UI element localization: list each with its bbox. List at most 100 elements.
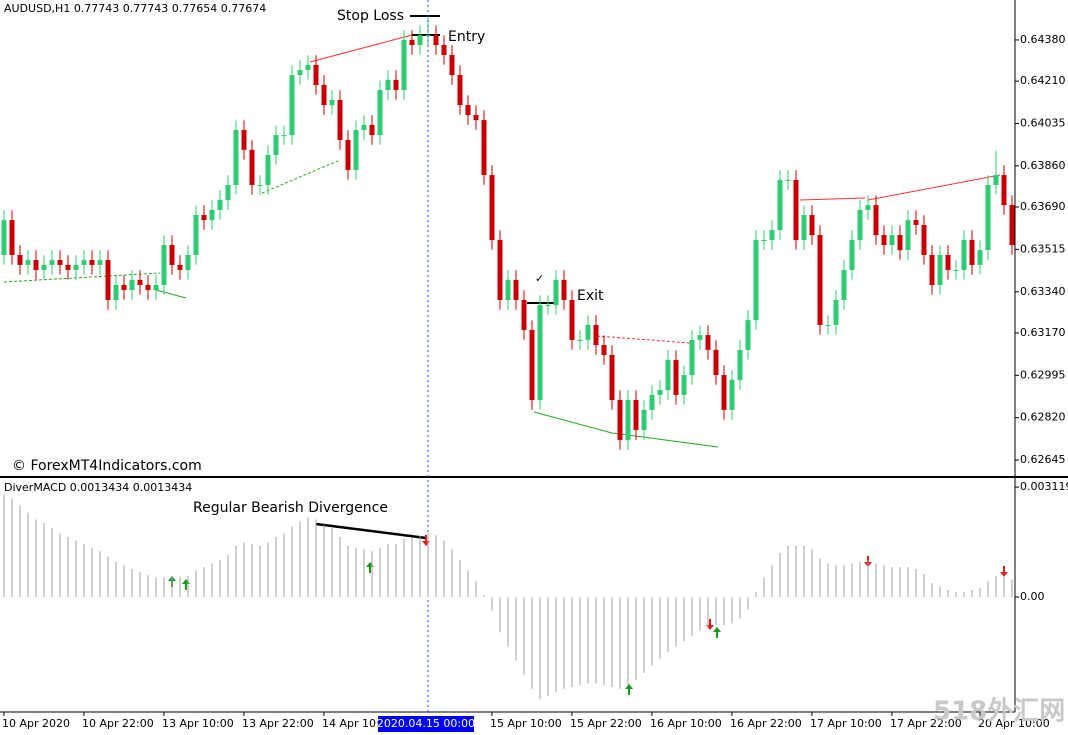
candle-body	[737, 349, 743, 380]
y-tick-label: 0.63170	[1020, 326, 1066, 339]
candle-body	[817, 235, 823, 325]
y-tick-label: 0.64210	[1020, 74, 1066, 87]
y-tick-label: 0.63860	[1020, 159, 1066, 172]
candle-body	[825, 324, 831, 326]
candle-body	[473, 115, 479, 121]
y-tick-label: 0.62820	[1020, 411, 1066, 424]
candle-body	[729, 379, 735, 410]
candle-body	[961, 239, 967, 270]
annotation: Stop Loss	[337, 8, 404, 24]
candle-body	[329, 100, 335, 106]
candle-body	[153, 284, 159, 291]
y-tick-label: 0.62645	[1020, 453, 1066, 466]
candle-body	[513, 279, 519, 301]
candle-body	[569, 300, 575, 340]
y-tick-label: 0.63515	[1020, 242, 1066, 255]
candle-body	[241, 130, 247, 150]
chart-title: AUDUSD,H1 0.77743 0.77743 0.77654 0.7767…	[4, 2, 266, 15]
candle-body	[809, 215, 815, 236]
candle-body	[985, 184, 991, 251]
candle-body	[385, 79, 391, 91]
candle-body	[745, 320, 751, 350]
candle-body	[545, 305, 551, 307]
candle-body	[537, 305, 543, 401]
candle-body	[353, 130, 359, 170]
candle-body	[97, 260, 103, 265]
candle-body	[713, 349, 719, 376]
candle-body	[905, 220, 911, 251]
bearish-divergence-line	[309, 34, 413, 63]
cursor-label-box	[378, 716, 474, 732]
candle-body	[593, 324, 599, 346]
candle-body	[297, 69, 303, 76]
macd-divergence-line	[315, 522, 427, 540]
y-tick-label: 0.64035	[1020, 116, 1066, 129]
candle-body	[409, 39, 415, 46]
y-tick-label: 0.63340	[1020, 285, 1066, 298]
x-tick-label: 17 Apr 22:00	[890, 717, 962, 730]
x-tick-label: 16 Apr 10:00	[650, 717, 722, 730]
x-tick-label: 16 Apr 22:00	[730, 717, 802, 730]
candle-body	[465, 105, 471, 116]
candle-body	[897, 235, 903, 251]
candle-body	[49, 260, 55, 265]
candle-body	[441, 45, 447, 55]
candle-body	[697, 335, 703, 340]
candle-body	[201, 215, 207, 221]
hidden-divergence-line	[596, 335, 691, 344]
candle-body	[33, 260, 39, 270]
candle-body	[225, 184, 231, 201]
bearish-divergence-line	[867, 174, 1001, 201]
candle-body	[105, 260, 111, 301]
candle-body	[753, 239, 759, 321]
candle-body	[865, 205, 871, 210]
candle-body	[665, 360, 671, 391]
candle-body	[185, 254, 191, 270]
x-tick-label: 2020.04.15 00:00	[377, 717, 475, 730]
candle-body	[129, 279, 135, 291]
annotation: Exit	[577, 288, 604, 304]
candle-body	[209, 209, 215, 221]
candle-body	[313, 64, 319, 85]
candle-body	[1, 220, 7, 255]
bullish-divergence-line	[155, 289, 187, 299]
x-tick-label: 17 Apr 10:00	[810, 717, 882, 730]
candle-body	[217, 200, 223, 210]
candle-body	[337, 100, 343, 140]
x-tick-label: 10 Apr 22:00	[82, 717, 154, 730]
candle-body	[529, 330, 535, 401]
candle-body	[769, 230, 775, 240]
candle-body	[921, 224, 927, 255]
candle-body	[585, 324, 591, 340]
x-tick-label: 13 Apr 10:00	[162, 717, 234, 730]
candle-body	[193, 215, 199, 255]
buy-arrow	[713, 627, 721, 638]
x-tick-label: 13 Apr 22:00	[242, 717, 314, 730]
candle-body	[657, 390, 663, 395]
y-tick-label: 0.00	[1020, 590, 1045, 603]
y-tick-label: 0.0031195	[1020, 480, 1068, 493]
candle-body	[857, 209, 863, 240]
candle-body	[1001, 175, 1007, 206]
candle-body	[433, 35, 439, 46]
candle-body	[305, 64, 311, 70]
candle-body	[617, 400, 623, 440]
candle-body	[17, 254, 23, 265]
candle-body	[1009, 205, 1015, 246]
candle-body	[953, 269, 959, 271]
candle-body	[945, 254, 951, 270]
candle-body	[177, 264, 183, 270]
candle-body	[233, 130, 239, 185]
candle-body	[121, 284, 127, 291]
candle-body	[457, 75, 463, 106]
sell-arrow	[706, 619, 714, 630]
candle-body	[361, 124, 367, 131]
candle-body	[521, 300, 527, 331]
candle-body	[169, 245, 175, 265]
bearish-divergence-line	[799, 197, 866, 201]
candle-body	[801, 215, 807, 240]
candle-body	[785, 179, 791, 181]
candle-body	[161, 245, 167, 285]
y-tick-label: 0.64380	[1020, 33, 1066, 46]
